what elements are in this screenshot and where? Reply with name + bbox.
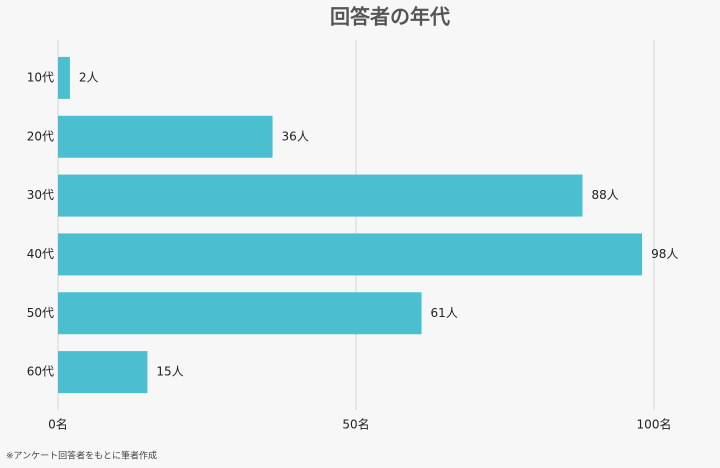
bar	[58, 56, 70, 99]
x-tick-label: 100名	[637, 417, 672, 432]
x-tick-label: 50名	[342, 417, 369, 432]
chart-title: 回答者の年代	[330, 5, 450, 29]
x-tick-label: 0名	[48, 417, 68, 432]
source-note: ※アンケート回答者をもとに筆者作成	[6, 450, 157, 462]
value-label: 88人	[591, 188, 618, 202]
bar	[58, 115, 273, 158]
value-label: 61人	[431, 306, 458, 320]
y-tick-label: 30代	[27, 188, 54, 202]
bar	[58, 351, 148, 394]
value-label: 36人	[282, 129, 309, 143]
y-tick-label: 50代	[27, 306, 54, 320]
bar	[58, 233, 643, 276]
value-label: 15人	[156, 365, 183, 379]
y-tick-label: 20代	[27, 129, 54, 143]
y-tick-label: 60代	[27, 365, 54, 379]
y-tick-label: 10代	[27, 70, 54, 84]
bar	[58, 292, 422, 335]
value-label: 98人	[651, 247, 678, 261]
bar	[58, 174, 583, 217]
value-label: 2人	[79, 70, 99, 84]
y-tick-label: 40代	[27, 247, 54, 261]
